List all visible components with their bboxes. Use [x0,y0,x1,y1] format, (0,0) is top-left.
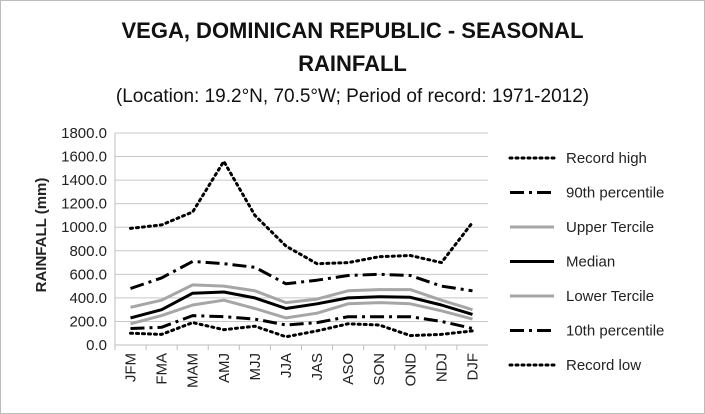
x-tick-label: NDJ [433,353,450,382]
legend-label: Upper Tercile [566,219,654,236]
x-tick-label: OND [402,353,419,387]
x-tick-label: DJF [464,353,481,381]
series-line-90th-percentile [130,259,473,293]
y-tick-label: 1600.0 [61,149,107,166]
x-tick-label: SON [371,353,388,386]
y-tick-label: 1000.0 [61,219,107,236]
legend-label: 10th percentile [566,323,664,340]
series-line-median [130,290,473,320]
x-tick-label: MAM [185,353,202,388]
y-tick-label: 1400.0 [61,172,107,189]
series-line-record-low [129,321,474,339]
y-axis-label: RAINFALL (mm) [33,178,50,293]
legend-label: Record low [566,357,641,374]
x-tick-labels: JFM FMA MAM AMJ MJJ JJA JAS ASO SON OND NDJ DJF [114,345,481,388]
series-lines [129,159,474,339]
legend: Record high 90th percentile Upper Tercile M… [508,150,664,374]
series-line-upper-tercile [130,283,473,312]
x-tick-label: AMJ [216,353,233,383]
x-tick-label: ASO [340,353,357,385]
series-line-10th-percentile [130,314,473,330]
legend-label: Record high [566,150,647,167]
series-line-lower-tercile [130,298,473,326]
chart-title: VEGA, DOMINICAN REPUBLIC - SEASONAL [121,18,584,43]
legend-label: 90th percentile [566,185,664,202]
x-tick-label: JFM [123,353,140,382]
y-tick-label: 600.0 [69,266,107,283]
y-tick-labels: 0.0 200.0 400.0 600.0 800.0 1000.0 1200.0 1400.… [61,125,107,354]
y-tick-label: 0.0 [86,337,107,354]
y-tick-label: 200.0 [69,313,107,330]
x-tick-label: FMA [154,353,171,385]
y-tick-label: 400.0 [69,290,107,307]
chart-title-line2: RAINFALL [298,51,407,76]
legend-label: Median [566,254,615,271]
legend-label: Lower Tercile [566,288,654,305]
y-tick-label: 1800.0 [61,125,107,142]
series-line-record-high [129,159,474,266]
y-tick-label: 1200.0 [61,196,107,213]
chart-subtitle: (Location: 19.2°N, 70.5°W; Period of rec… [115,86,590,107]
y-tick-label: 800.0 [69,243,107,260]
x-tick-label: MJJ [247,353,264,381]
x-tick-label: JAS [309,353,326,381]
x-tick-label: JJA [278,353,295,378]
